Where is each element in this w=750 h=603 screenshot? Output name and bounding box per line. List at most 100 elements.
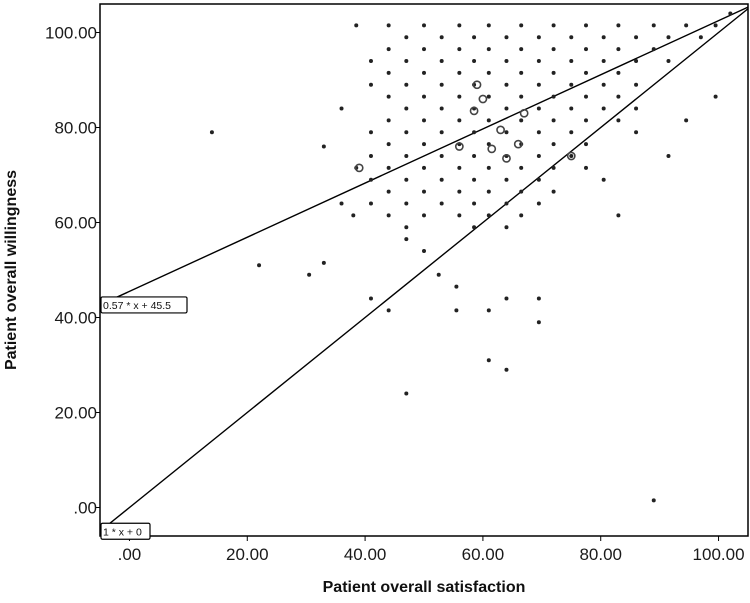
data-point: [368, 59, 373, 63]
data-point: [339, 201, 344, 206]
data-point: [386, 47, 391, 52]
data-point: [536, 130, 541, 135]
data-point: [486, 189, 491, 194]
data-point: [616, 213, 621, 218]
data-point: [634, 35, 639, 40]
equation-labels: 0.57 * x + 45.5 1 * x + 0: [100, 296, 188, 540]
data-point: [536, 82, 541, 87]
data-point: [634, 130, 639, 135]
data-point: [536, 35, 541, 40]
data-point: [439, 130, 444, 135]
data-point: [551, 118, 556, 123]
data-point: [439, 154, 444, 158]
data-point: [584, 70, 588, 75]
data-point: [569, 82, 574, 87]
data-point: [354, 23, 359, 28]
data-point: [666, 35, 671, 40]
data-point: [439, 82, 444, 87]
equation-label-box: [100, 296, 188, 314]
data-point: [504, 296, 509, 301]
data-point: [422, 165, 426, 170]
data-point: [519, 118, 524, 123]
data-point: [472, 59, 477, 63]
data-point: [698, 35, 703, 40]
x-tick-label: .00: [118, 545, 142, 564]
data-point: [569, 154, 574, 158]
data-point: [713, 94, 718, 99]
data-point: [321, 260, 326, 265]
data-point: [584, 118, 588, 123]
x-tick-label: 100.00: [693, 545, 745, 564]
data-point: [504, 201, 509, 206]
data-point: [713, 23, 718, 28]
data-point: [404, 237, 409, 242]
data-point: [257, 263, 262, 268]
data-point: [386, 23, 391, 28]
data-point: [386, 94, 391, 99]
data-point: [519, 213, 524, 218]
data-point: [404, 391, 409, 396]
x-tick-label: 20.00: [226, 545, 269, 564]
data-point: [307, 272, 312, 277]
data-point-large: [469, 106, 479, 116]
data-point: [351, 213, 356, 218]
data-point: [536, 177, 541, 182]
data-point: [439, 59, 444, 63]
data-point: [666, 154, 671, 158]
data-point: [486, 94, 491, 99]
data-point: [404, 59, 409, 63]
data-point: [457, 47, 462, 52]
data-point: [601, 177, 606, 182]
data-point: [472, 177, 477, 182]
data-point: [386, 165, 391, 170]
data-point: [439, 177, 444, 182]
data-point-large: [502, 153, 511, 163]
data-point: [519, 70, 524, 75]
y-tick-label: 100.00: [45, 24, 97, 43]
data-point: [551, 189, 556, 194]
data-point: [551, 70, 556, 75]
data-point: [684, 118, 689, 123]
data-point: [569, 59, 574, 63]
data-point: [368, 201, 373, 206]
data-point: [519, 47, 524, 52]
data-point: [472, 130, 477, 135]
data-point: [616, 94, 621, 99]
y-tick-label: 20.00: [54, 404, 97, 423]
data-point: [504, 35, 509, 40]
y-tick-label: .00: [73, 499, 97, 518]
data-point: [457, 213, 462, 218]
x-axis-title: Patient overall satisfaction: [323, 579, 526, 596]
data-point: [422, 118, 426, 123]
data-point: [422, 70, 426, 75]
data-point: [651, 498, 656, 503]
data-point: [472, 201, 477, 206]
data-point: [457, 189, 462, 194]
data-point: [386, 308, 391, 313]
y-axis: .00 20.00 40.00 60.00 80.00 100.00: [45, 24, 100, 518]
x-tick-label: 80.00: [579, 545, 622, 564]
data-point: [404, 177, 409, 182]
data-point: [404, 130, 409, 135]
data-point: [386, 118, 391, 123]
data-point: [569, 130, 574, 135]
data-point: [536, 154, 541, 158]
data-point: [486, 70, 491, 75]
data-point: [368, 154, 373, 158]
data-point: [584, 94, 588, 99]
data-point-large: [472, 80, 482, 90]
data-point: [368, 130, 373, 135]
data-point: [486, 47, 491, 52]
data-point: [386, 213, 391, 218]
data-point: [436, 272, 441, 277]
data-point: [601, 59, 606, 63]
data-point: [209, 130, 214, 135]
data-point: [454, 308, 459, 313]
data-point: [584, 142, 588, 147]
data-point: [536, 106, 541, 111]
data-point: [404, 35, 409, 40]
data-point: [616, 47, 621, 52]
data-point: [584, 47, 588, 52]
data-point: [551, 23, 556, 28]
